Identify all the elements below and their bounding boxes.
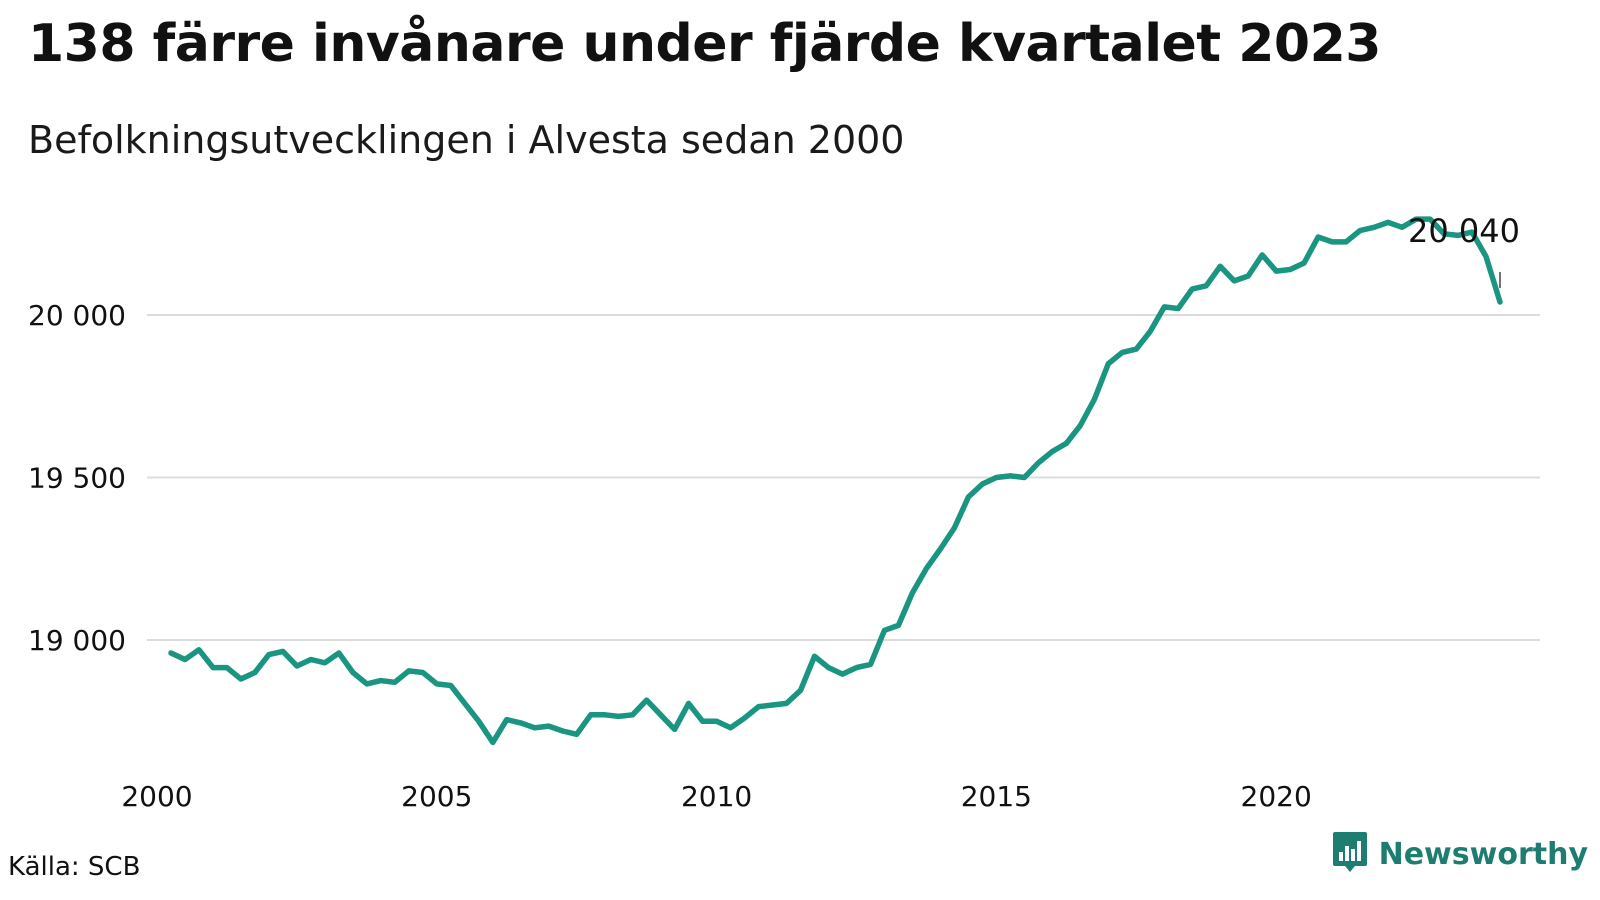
x-tick-label: 2020 [1241,780,1312,813]
annotation-label: 20 040 [1408,212,1520,250]
brand-logo[interactable]: Newsworthy [1331,830,1588,878]
chart-title: 138 färre invånare under fjärde kvartale… [28,14,1381,74]
y-axis-ticks: 19 000 19 500 20 000 [28,299,126,657]
annotation-layer: 20 040 [1408,212,1520,288]
gridlines [147,314,1540,641]
bar-chart-badge-icon [1331,830,1369,878]
y-tick-label: 20 000 [28,299,126,332]
chart-subtitle: Befolkningsutvecklingen i Alvesta sedan … [28,118,905,162]
series-layer [168,216,1503,746]
x-tick-label: 2000 [121,780,192,813]
brand-name: Newsworthy [1378,836,1588,872]
x-tick-label: 2010 [681,780,752,813]
source-label: Källa: SCB [8,852,141,882]
series-line-0 [168,216,1503,746]
x-tick-label: 2005 [401,780,472,813]
x-axis-ticks: 2000 2005 2010 2015 2020 [121,780,1311,813]
y-tick-label: 19 500 [28,462,126,495]
y-tick-label: 19 000 [28,624,126,657]
x-tick-label: 2015 [961,780,1032,813]
